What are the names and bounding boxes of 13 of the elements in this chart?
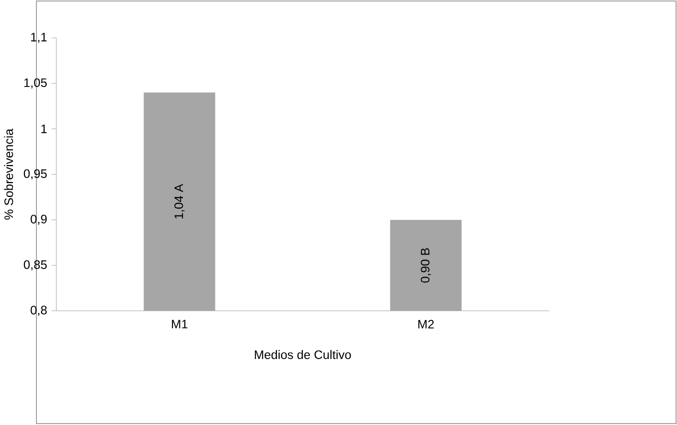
x-axis-title: Medios de Cultivo xyxy=(254,350,351,360)
y-tick-label: 1 xyxy=(41,124,47,134)
x-tick-label: M1 xyxy=(172,320,188,329)
y-tick-label: 1,05 xyxy=(24,78,47,89)
data-label: 1,04 A xyxy=(174,184,185,219)
y-tick-label: 0,9 xyxy=(30,215,47,226)
x-tick-label: M2 xyxy=(418,320,434,329)
y-tick-label: 0,85 xyxy=(24,260,47,271)
y-tick-label: 0,95 xyxy=(24,170,47,180)
data-label: 0,90 B xyxy=(420,248,431,283)
y-tick-label: 0,8 xyxy=(30,306,47,316)
y-axis-title: % Sobrevivencia xyxy=(4,128,14,220)
y-tick-label: 1,1 xyxy=(31,33,47,44)
